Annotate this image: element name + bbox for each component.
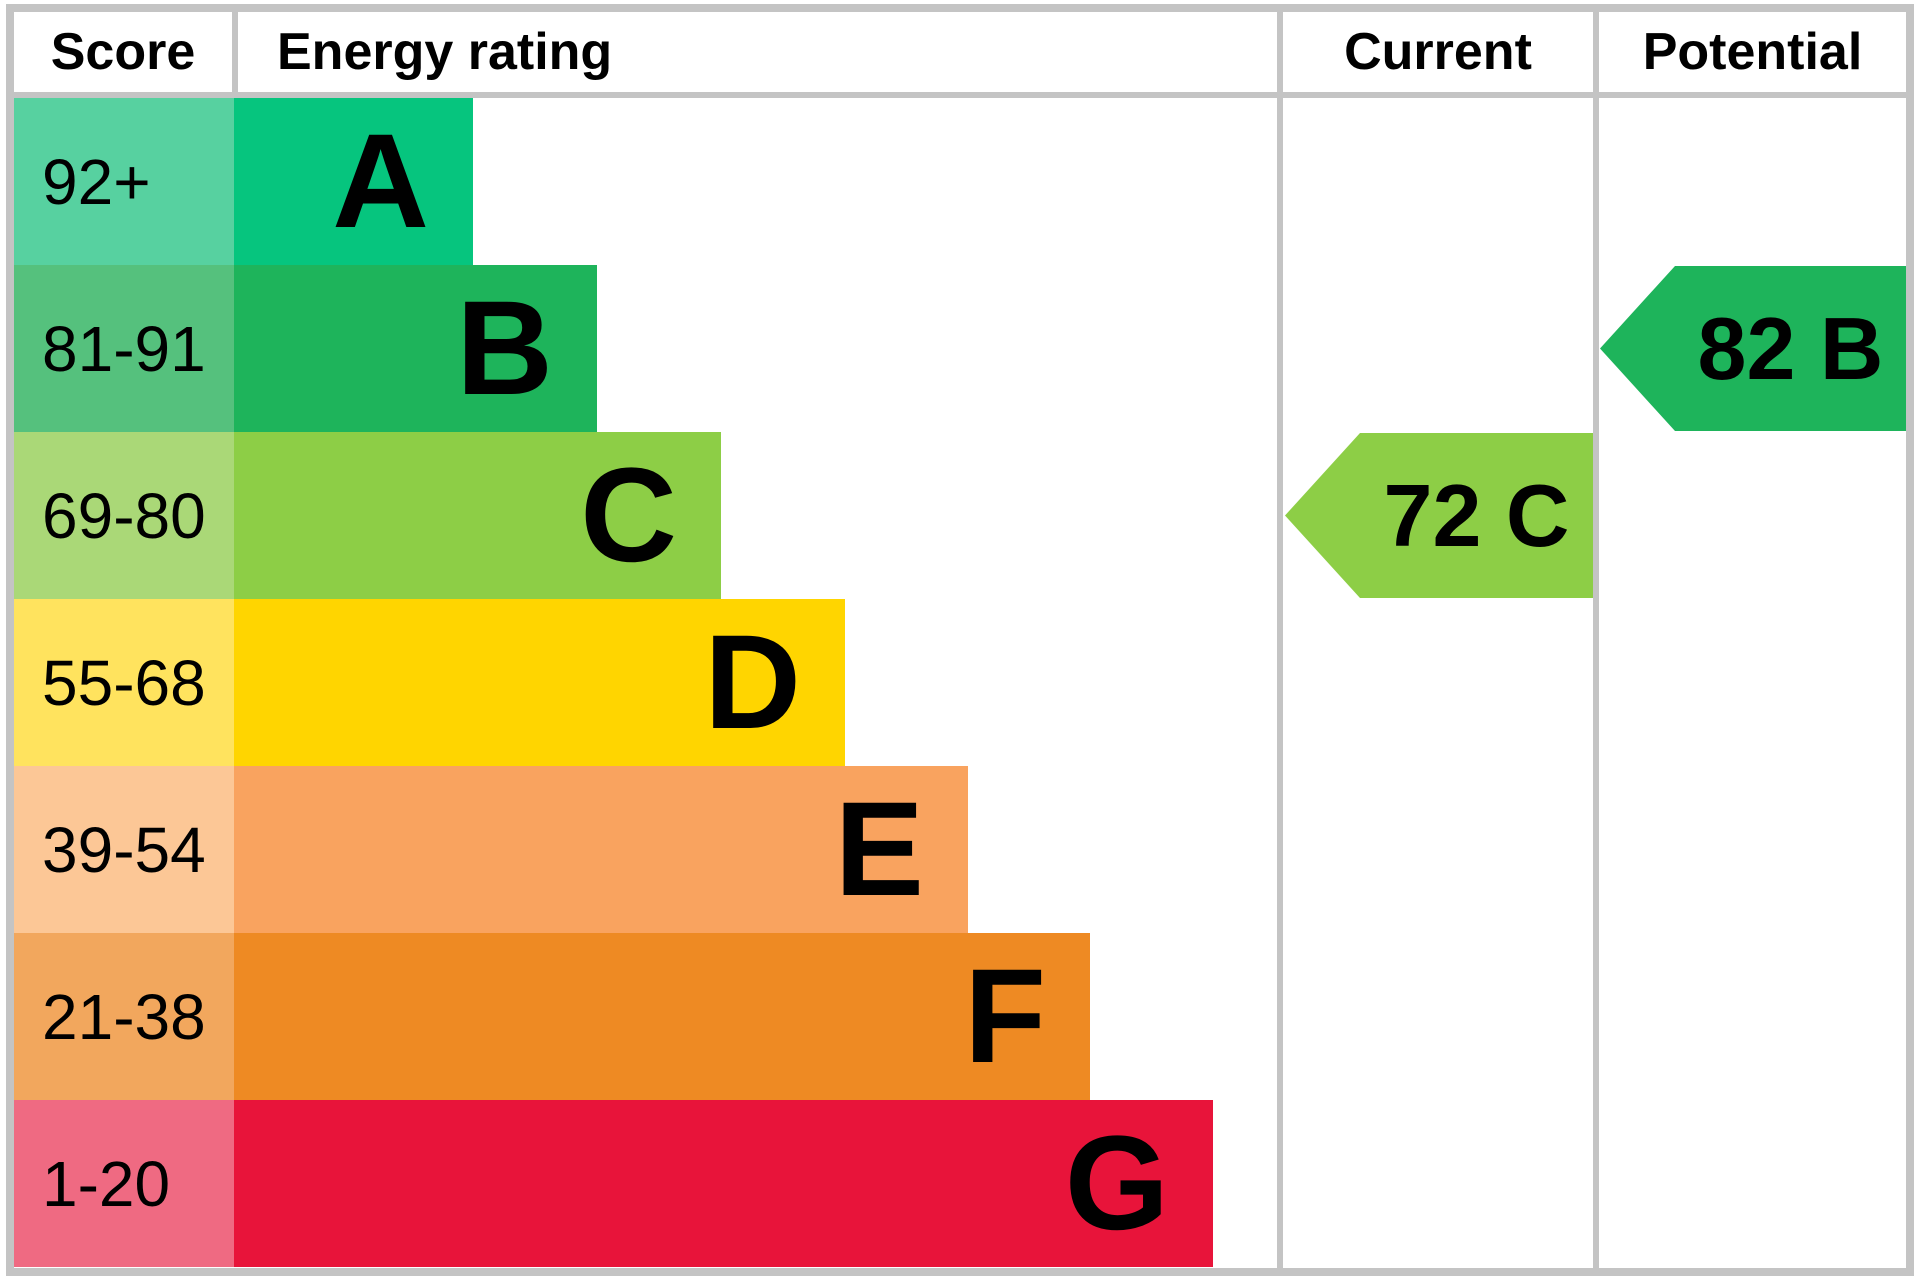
potential-column-divider — [1593, 12, 1599, 1268]
band-bar-a: A — [234, 98, 473, 265]
band-bar-b: B — [234, 265, 597, 432]
current-rating-arrow: 72 C — [1285, 433, 1593, 598]
band-score-cell-f: 21-38 — [14, 933, 234, 1100]
band-score-cell-c: 69-80 — [14, 432, 234, 599]
potential-rating-arrow: 82 B — [1600, 266, 1906, 431]
band-bar-g: G — [234, 1100, 1213, 1267]
current-column-divider — [1277, 12, 1283, 1268]
potential-rating-label: 82 B — [1697, 298, 1884, 398]
band-score-cell-a: 92+ — [14, 98, 234, 265]
score-column-header: Score — [50, 23, 196, 81]
band-bar-f: F — [234, 933, 1090, 1100]
band-score-cell-d: 55-68 — [14, 599, 234, 766]
header-separator-line — [14, 92, 1906, 98]
potential-column-header: Potential — [1642, 23, 1863, 81]
band-bar-e: E — [234, 766, 968, 933]
band-score-cell-g: 1-20 — [14, 1100, 234, 1267]
band-score-cell-e: 39-54 — [14, 766, 234, 933]
chart-outer-border — [6, 4, 1914, 1276]
band-score-cell-b: 81-91 — [14, 265, 234, 432]
band-bar-c: C — [234, 432, 721, 599]
energy-rating-column-header: Energy rating — [277, 23, 613, 81]
score-column-divider — [232, 12, 238, 92]
current-rating-label: 72 C — [1383, 465, 1570, 565]
band-bar-d: D — [234, 599, 845, 766]
current-column-header: Current — [1344, 23, 1532, 81]
